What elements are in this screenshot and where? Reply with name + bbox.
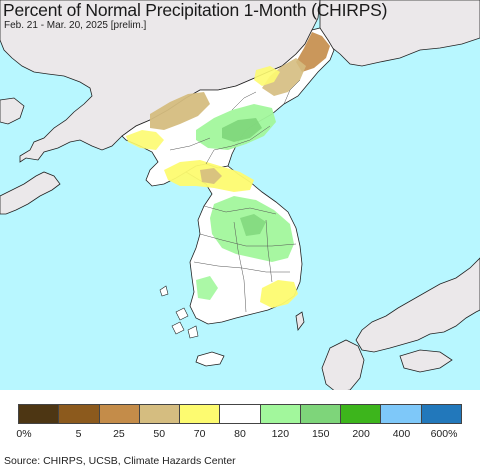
map-title: Percent of Normal Precipitation 1-Month … xyxy=(3,0,388,20)
legend-swatch xyxy=(341,405,382,423)
dry-patch-northeast-tan xyxy=(262,58,306,96)
legend-swatch xyxy=(421,405,461,423)
legend-label: 120 xyxy=(271,428,290,440)
tsushima-land xyxy=(295,311,305,332)
japan-shikoku-land xyxy=(399,349,453,373)
legend-label: 150 xyxy=(311,428,330,440)
province-borders xyxy=(169,79,301,313)
legend-swatch xyxy=(260,405,301,423)
yellow-patch-northeast xyxy=(254,66,280,86)
legend-label: 25 xyxy=(113,428,125,440)
legend-label: 400 xyxy=(392,428,411,440)
japan-honshu-land xyxy=(355,257,480,353)
japan-kyushu-land xyxy=(321,339,365,393)
dry-patch-central-tan xyxy=(200,168,222,184)
legend-swatch xyxy=(59,405,100,423)
legend-label: 0% xyxy=(16,428,32,440)
wet-patch-north-central-dark xyxy=(222,118,262,142)
source-credits: Source: CHIRPS, UCSB, Climate Hazards Ce… xyxy=(4,455,236,467)
jeju-island xyxy=(195,351,225,367)
legend-swatch xyxy=(300,405,342,423)
legend-color-bar xyxy=(18,404,462,424)
dry-patch-northeast xyxy=(296,32,330,72)
legend-label: 5 xyxy=(75,428,82,440)
southwest-islands xyxy=(159,285,199,339)
legend-swatch xyxy=(220,405,261,423)
legend-swatch xyxy=(381,405,422,423)
shandong-coast xyxy=(0,171,61,215)
wet-patch-southwest xyxy=(196,276,218,300)
dry-patch-northwest xyxy=(150,92,210,130)
legend-swatch xyxy=(19,405,60,423)
legend-swatch xyxy=(139,405,181,423)
legend-label: 80 xyxy=(234,428,246,440)
legend-swatch xyxy=(99,405,140,423)
dry-patch-northwest-yellow xyxy=(126,130,164,150)
legend-label: 70 xyxy=(193,428,206,440)
legend-swatch xyxy=(180,405,221,423)
legend-labels: 0% 5 25 50 70 80 120 150 200 400 600% xyxy=(0,428,480,442)
legend-label: 600% xyxy=(430,428,458,440)
bohai-coast xyxy=(0,97,25,125)
legend-label: 50 xyxy=(153,428,166,440)
wet-patch-south-central-dark xyxy=(240,214,266,236)
map-subtitle: Feb. 21 - Mar. 20, 2025 [prelim.] xyxy=(4,20,147,31)
legend-label: 200 xyxy=(352,428,370,440)
dry-patch-southeast xyxy=(260,280,298,308)
